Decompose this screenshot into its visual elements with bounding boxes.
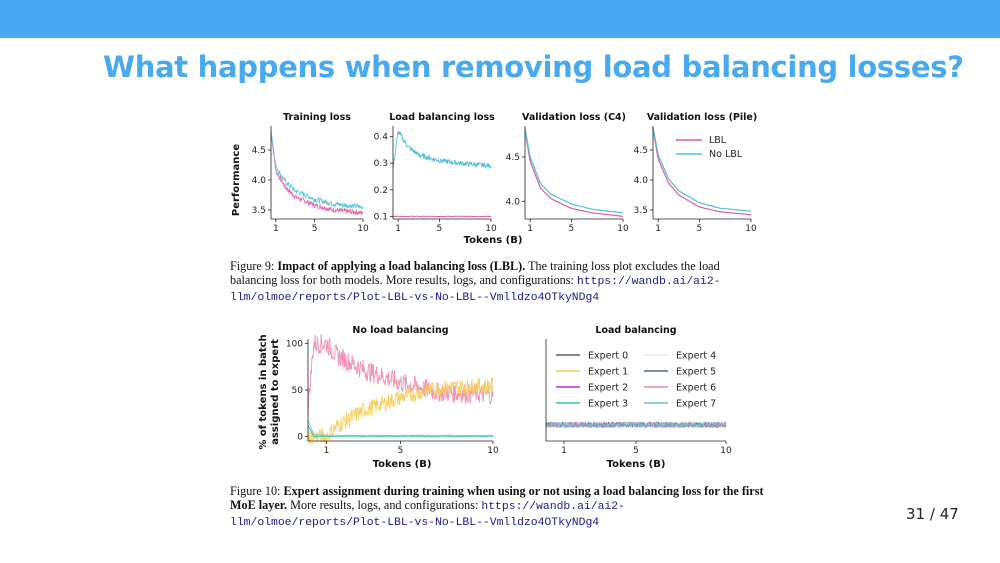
series-load-balancing-loss-lbl bbox=[392, 215, 492, 218]
header-bar bbox=[0, 0, 1000, 38]
fig10-caption-url[interactable]: https://wandb.ai/ai2-llm/olmoe/reports/P… bbox=[230, 500, 625, 529]
x-tick-label: 1 bbox=[324, 446, 330, 456]
y-tick-label: 0 bbox=[297, 432, 303, 442]
y-tick-label: 0.1 bbox=[374, 212, 388, 222]
legend-label-expert-0: Expert 0 bbox=[588, 351, 628, 362]
page-separator: / bbox=[929, 505, 935, 523]
fig9-legend: LBL No LBL bbox=[676, 135, 743, 160]
series-no-load-balancing-expert-1 bbox=[307, 377, 494, 445]
legend-label-expert-3: Expert 3 bbox=[588, 399, 628, 410]
x-tick-label: 10 bbox=[487, 446, 499, 456]
y-tick-label: 3.5 bbox=[252, 206, 266, 216]
slide-title: What happens when removing load balancin… bbox=[103, 50, 964, 84]
legend-label-lbl: LBL bbox=[709, 135, 727, 146]
x-tick-label: 1 bbox=[561, 446, 567, 456]
fig10-caption-label: Figure 10: bbox=[230, 484, 281, 498]
x-tick-label: 5 bbox=[569, 224, 575, 234]
legend-label-expert-7: Expert 7 bbox=[676, 399, 716, 410]
y-tick-label: 4.5 bbox=[634, 146, 648, 156]
fig10-ylabel-line2: assigned to expert bbox=[270, 339, 281, 445]
y-tick-label: 50 bbox=[292, 386, 304, 396]
x-tick-label: 5 bbox=[633, 446, 639, 456]
fig10-caption-bold: Expert assignment during training when u… bbox=[230, 484, 764, 512]
page-total: 47 bbox=[939, 505, 959, 523]
x-tick-label: 1 bbox=[527, 224, 533, 234]
x-tick-label: 5 bbox=[398, 446, 404, 456]
x-tick-label: 10 bbox=[720, 446, 732, 456]
y-tick-label: 0.3 bbox=[374, 159, 388, 169]
legend-label-expert-4: Expert 4 bbox=[676, 351, 716, 362]
figure-9-chart: Performance Tokens (B) LBL No LBL Traini… bbox=[231, 112, 758, 246]
chart-validation-loss-c4: Validation loss (C4) 1 5 10 4.0 4.5 bbox=[506, 112, 629, 234]
fig10-ylabel-line1: % of tokens in batch bbox=[258, 334, 269, 449]
legend-label-no-lbl: No LBL bbox=[709, 149, 743, 160]
series-validation-loss-pile-no-lbl bbox=[652, 127, 752, 212]
fig10-xlabel-left: Tokens (B) bbox=[373, 459, 432, 470]
x-tick-label: 5 bbox=[697, 224, 703, 234]
y-tick-label: 4.5 bbox=[252, 146, 266, 156]
y-tick-label: 4.0 bbox=[252, 176, 267, 186]
chart-title-load-balancing: Load balancing bbox=[595, 325, 676, 336]
y-tick-label: 0.2 bbox=[374, 186, 388, 196]
x-tick-label: 1 bbox=[395, 224, 401, 234]
fig9-caption-bold: Impact of applying a load balancing loss… bbox=[277, 259, 526, 273]
fig9-caption-text: The training loss plot excludes the load… bbox=[230, 259, 720, 287]
x-tick-label: 10 bbox=[485, 224, 497, 234]
series-training-loss-no-lbl bbox=[270, 128, 364, 210]
y-tick-label: 4.5 bbox=[506, 153, 520, 163]
page-number: 31 / 47 bbox=[906, 505, 959, 523]
y-tick-label: 4.0 bbox=[634, 176, 649, 186]
chart-title-validation-loss-pile: Validation loss (Pile) bbox=[647, 112, 757, 123]
x-tick-label: 10 bbox=[617, 224, 629, 234]
series-validation-loss-pile-lbl bbox=[652, 128, 752, 216]
chart-title-validation-loss-c4: Validation loss (C4) bbox=[522, 112, 626, 123]
fig9-caption-label: Figure 9: bbox=[230, 259, 275, 273]
fig10-legend: Expert 0 Expert 4 Expert 1 Expert 5 Expert 2… bbox=[556, 351, 716, 410]
chart-load-balancing: Load balancing 1 5 10 bbox=[545, 325, 732, 456]
y-tick-label: 3.5 bbox=[634, 206, 648, 216]
fig9-caption-url[interactable]: https://wandb.ai/ai2-llm/olmoe/reports/P… bbox=[230, 275, 721, 304]
x-tick-label: 5 bbox=[312, 224, 318, 234]
x-tick-label: 5 bbox=[437, 224, 443, 234]
fig10-xlabel-right: Tokens (B) bbox=[607, 459, 666, 470]
chart-validation-loss-pile: Validation loss (Pile) 1 5 10 3.5 4.0 4.5 bbox=[634, 112, 758, 234]
figure-10-chart: % of tokens in batch assigned to expert … bbox=[258, 325, 732, 470]
figure-10-caption: Figure 10: Expert assignment during trai… bbox=[230, 484, 765, 530]
chart-training-loss: Training loss 1 5 10 3.5 4.0 4.5 bbox=[252, 112, 369, 234]
series-load-balancing-loss-no-lbl bbox=[392, 130, 492, 170]
chart-title-load-balancing-loss: Load balancing loss bbox=[389, 112, 495, 123]
legend-label-expert-1: Expert 1 bbox=[588, 367, 628, 378]
series-validation-loss-c4-lbl bbox=[524, 130, 624, 217]
y-tick-label: 4.0 bbox=[506, 197, 521, 207]
series-load-balancing-expert-7 bbox=[545, 421, 727, 429]
legend-label-expert-5: Expert 5 bbox=[676, 367, 716, 378]
legend-label-expert-6: Expert 6 bbox=[676, 383, 716, 394]
page-current: 31 bbox=[906, 505, 926, 523]
figure-9-caption: Figure 9: Impact of applying a load bala… bbox=[230, 259, 765, 305]
series-no-load-balancing-expert-3 bbox=[307, 425, 494, 438]
x-tick-label: 10 bbox=[357, 224, 369, 234]
x-tick-label: 1 bbox=[273, 224, 279, 234]
series-validation-loss-c4-no-lbl bbox=[524, 128, 624, 214]
fig9-xlabel: Tokens (B) bbox=[464, 235, 523, 246]
series-no-load-balancing-expert-7 bbox=[307, 419, 494, 437]
fig9-ylabel: Performance bbox=[231, 144, 242, 216]
fig10-caption-text: More results, logs, and configurations: bbox=[290, 497, 479, 512]
series-training-loss-lbl bbox=[270, 132, 364, 216]
chart-title-no-load-balancing: No load balancing bbox=[352, 325, 448, 336]
x-tick-label: 10 bbox=[745, 224, 757, 234]
series-no-load-balancing-expert-6 bbox=[307, 333, 494, 418]
y-tick-label: 100 bbox=[286, 340, 303, 350]
chart-load-balancing-loss: Load balancing loss 1 5 10 0.1 0.2 0.3 0.4 bbox=[374, 112, 497, 234]
legend-label-expert-2: Expert 2 bbox=[588, 383, 628, 394]
y-tick-label: 0.4 bbox=[374, 133, 389, 143]
chart-title-training-loss: Training loss bbox=[283, 112, 351, 123]
x-tick-label: 1 bbox=[655, 224, 661, 234]
